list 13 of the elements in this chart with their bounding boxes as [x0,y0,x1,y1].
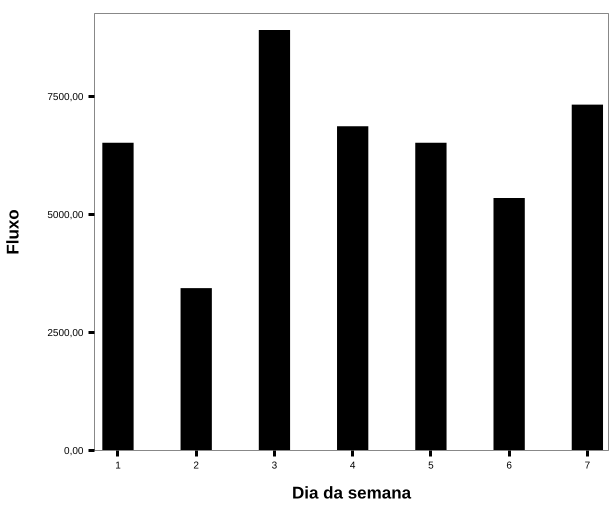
y-tick-label: 7500,00 [47,92,84,104]
x-tick-label: 2 [193,460,200,472]
x-tick-label: 4 [350,460,356,472]
x-tick-label: 1 [115,460,122,472]
x-tick-label: 7 [584,460,591,472]
y-axis-title: Fluxo [3,209,22,255]
x-tick-label: 6 [506,460,512,472]
y-tick-label: 5000,00 [47,210,84,222]
y-tick-label: 0,00 [64,446,84,457]
x-tick-label: 3 [272,460,278,472]
y-tick-label: 2500,00 [47,328,84,340]
x-axis-title: Dia da semana [292,484,412,502]
x-tick-label: 5 [428,460,434,472]
